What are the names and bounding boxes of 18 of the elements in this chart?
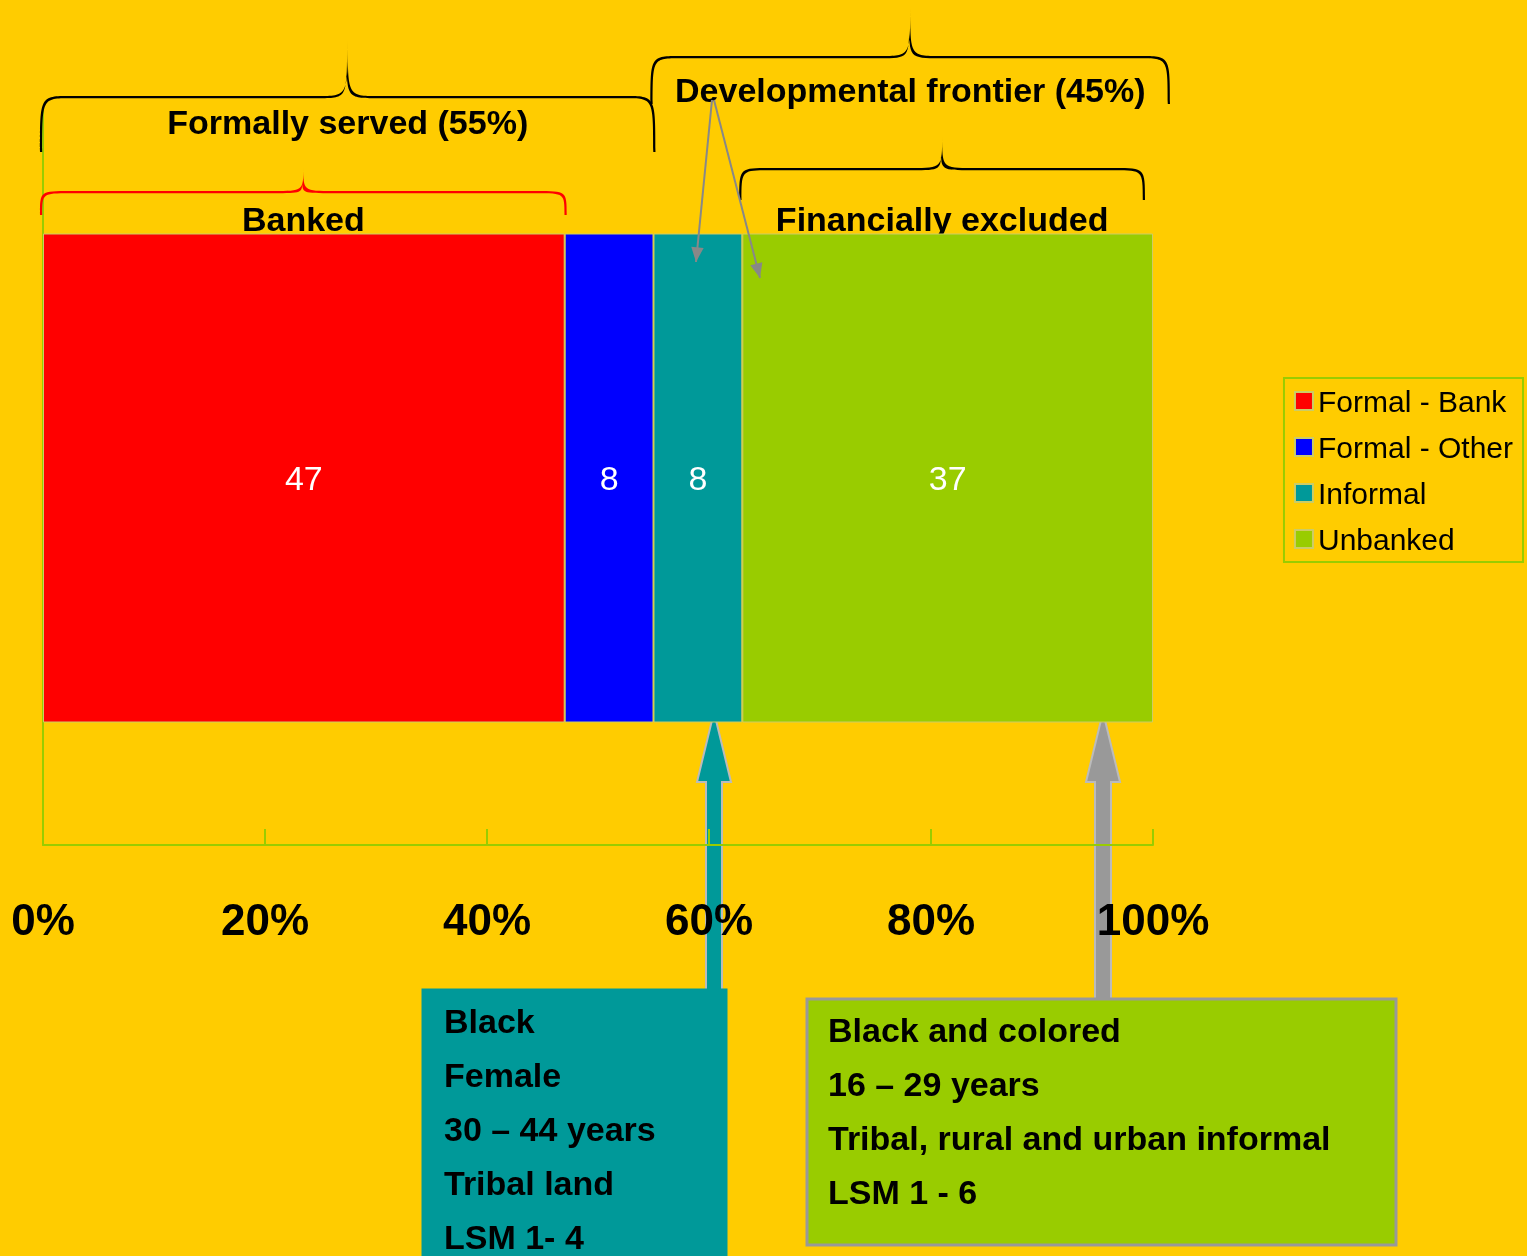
data-label: 8 — [599, 459, 619, 497]
annotation: Financially excluded — [775, 200, 1109, 238]
annotation: Banked — [241, 200, 365, 238]
data-label: 47 — [284, 459, 323, 497]
data-label: 8 — [688, 459, 708, 497]
x-tick-label: 80% — [886, 894, 976, 944]
x-tick-label: 40% — [442, 894, 532, 944]
x-tick-label: 0% — [11, 894, 75, 944]
x-tick-label: 20% — [220, 894, 310, 944]
text: Black and colored 16 – 29 years Tribal, rural and urban informal LSM 1 - 6 — [828, 1011, 1331, 1211]
text: Formally served (55%) — [167, 103, 529, 141]
text: Black Female 30 – 44 years Tribal land LSM 1- 4 — [444, 1002, 656, 1256]
text: Developmental frontier (45%) — [675, 71, 1146, 109]
legend-label: Informal — [1317, 476, 1427, 510]
legend-label: Formal - Bank — [1317, 384, 1508, 418]
legend-label: Formal - Other — [1317, 430, 1514, 464]
data-label: 37 — [928, 459, 967, 497]
legend-label: Unbanked — [1317, 522, 1455, 556]
